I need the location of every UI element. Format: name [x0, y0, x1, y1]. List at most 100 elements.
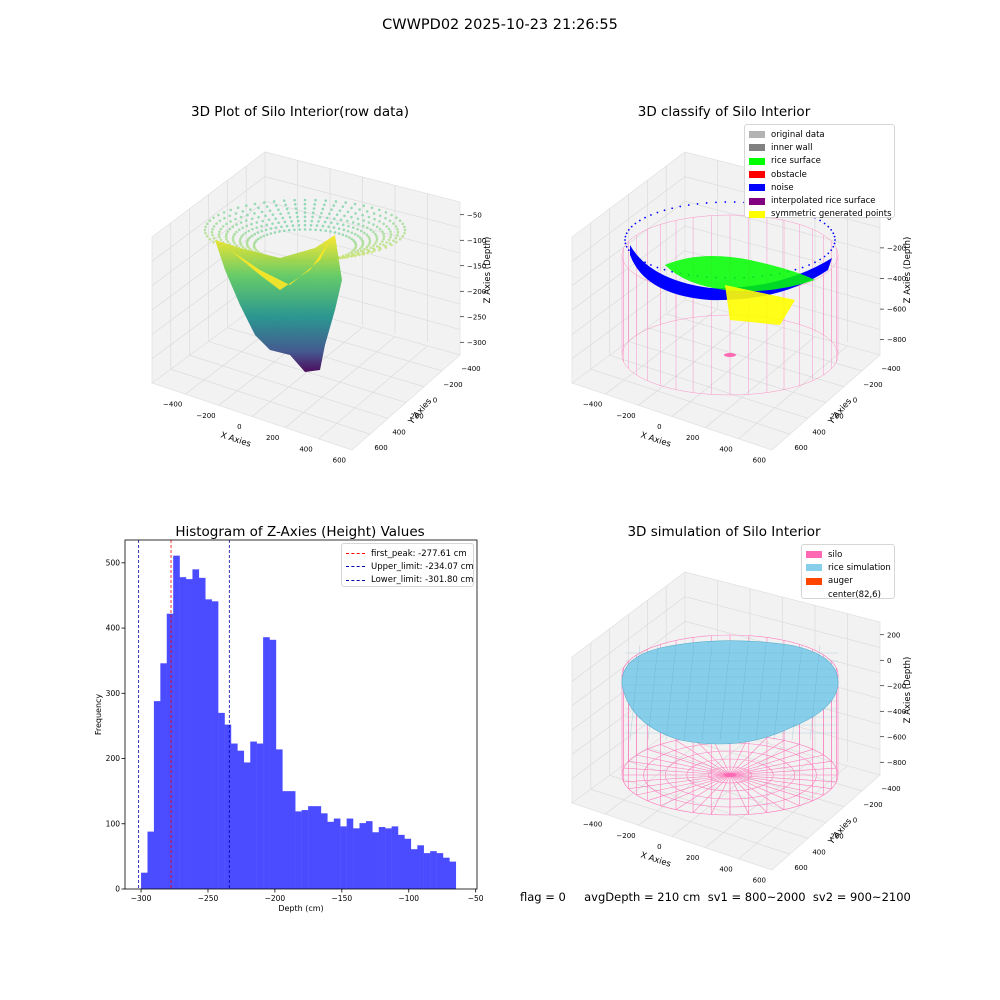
data-point	[401, 222, 405, 226]
histogram-bar	[443, 857, 450, 889]
data-point	[323, 203, 326, 207]
y-tick-label: 200	[106, 754, 121, 763]
data-point	[257, 237, 260, 241]
z-tick-label: −250	[467, 313, 486, 321]
data-point	[370, 250, 374, 254]
data-point	[303, 198, 307, 202]
data-point	[356, 251, 359, 255]
data-point	[338, 209, 342, 212]
data-point	[323, 220, 327, 224]
histogram-bar	[243, 762, 251, 889]
data-point	[387, 227, 391, 231]
x-tick-label: −50	[468, 894, 484, 903]
data-point	[321, 224, 325, 228]
x-axis-label: X Axies	[639, 850, 672, 869]
mesh-line	[809, 644, 821, 741]
histogram-bar	[288, 791, 296, 889]
data-point	[234, 217, 237, 221]
data-point	[324, 229, 328, 233]
data-point	[347, 236, 351, 239]
data-point	[347, 252, 351, 255]
data-point	[282, 199, 286, 202]
data-point	[282, 229, 286, 233]
noise-point	[663, 268, 666, 271]
silo-floor-spoke	[647, 749, 731, 776]
legend-item-silo: silo	[806, 548, 889, 561]
mesh-line	[683, 644, 695, 741]
noise-point	[696, 202, 699, 205]
histogram-bar	[205, 599, 212, 889]
legend-label: Upper_limit: -234.07 cm	[371, 561, 474, 572]
data-point	[375, 225, 379, 229]
data-point	[403, 228, 407, 232]
data-point	[235, 223, 238, 226]
data-point	[378, 220, 381, 223]
legend-label: original data	[771, 129, 825, 140]
silo-center-mark	[724, 353, 736, 357]
data-point	[350, 237, 353, 241]
data-point	[366, 248, 369, 252]
y-tick-label: 400	[392, 428, 405, 436]
data-point	[259, 236, 263, 239]
data-point	[388, 219, 392, 223]
legend-item-center: center(82,6)	[806, 588, 889, 601]
data-point	[374, 242, 377, 245]
noise-point	[794, 268, 797, 271]
data-point	[390, 213, 393, 217]
noise-point	[624, 239, 626, 241]
y-tick-label: 0	[853, 397, 857, 405]
data-point	[210, 230, 214, 234]
data-point	[378, 208, 381, 212]
silo-floor-spoke	[729, 774, 785, 810]
mesh-line	[773, 644, 785, 741]
data-point	[250, 222, 253, 226]
data-point	[369, 246, 373, 250]
silo-floor-spoke	[729, 774, 800, 806]
data-point	[358, 208, 361, 211]
noise-point	[808, 264, 810, 266]
histogram-bar	[385, 828, 392, 889]
data-point	[372, 244, 375, 247]
data-point	[375, 239, 378, 243]
legend-swatch	[806, 564, 822, 572]
data-point	[264, 214, 267, 218]
x-tick-label: −250	[198, 894, 219, 903]
data-point	[218, 230, 221, 233]
data-point	[239, 215, 243, 219]
x-tick-label: 600	[753, 456, 766, 464]
y-tick-label: 600	[794, 864, 807, 872]
mesh-line	[701, 644, 713, 741]
z-tick-label: −600	[887, 733, 906, 741]
noise-point	[634, 222, 637, 225]
y-tick-label: 400	[812, 428, 825, 436]
noise-point	[833, 235, 836, 238]
panel2-title: 3D classify of Silo Interior	[637, 104, 811, 120]
x-tick-label: −100	[398, 894, 419, 903]
z-tick-label: −100	[467, 237, 486, 245]
data-point	[353, 232, 357, 236]
noise-point	[624, 235, 627, 238]
data-point	[225, 237, 228, 241]
data-point	[208, 237, 212, 241]
data-point	[264, 228, 268, 232]
data-point	[248, 247, 252, 251]
y-tick-label: 500	[106, 558, 121, 567]
z-tick-label: 0	[887, 657, 891, 665]
x-tick-label: −400	[583, 821, 602, 829]
histogram-bar	[372, 832, 379, 889]
data-point	[360, 245, 364, 249]
grid-line	[318, 345, 428, 440]
mesh-line	[629, 644, 641, 741]
noise-point	[687, 204, 690, 206]
data-point	[346, 210, 350, 214]
data-point	[315, 224, 319, 227]
x-tick-label: −200	[616, 412, 635, 420]
data-point	[343, 214, 346, 218]
data-point	[332, 226, 336, 229]
data-point	[233, 242, 236, 245]
data-point	[296, 219, 300, 223]
data-point	[367, 221, 371, 224]
noise-point	[814, 261, 816, 264]
data-point	[284, 203, 287, 207]
histogram-bar	[365, 821, 373, 889]
